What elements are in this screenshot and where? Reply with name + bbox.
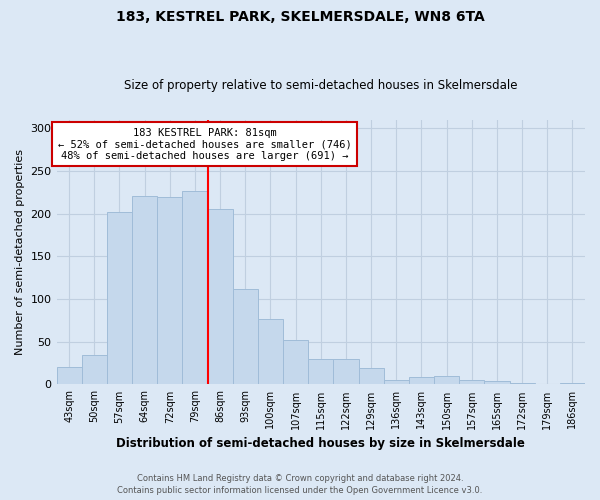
Title: Size of property relative to semi-detached houses in Skelmersdale: Size of property relative to semi-detach… [124, 79, 518, 92]
Bar [484, 381, 509, 384]
Bar [157, 198, 182, 384]
Bar [233, 288, 258, 384]
Text: 183, KESTREL PARK, SKELMERSDALE, WN8 6TA: 183, KESTREL PARK, SKELMERSDALE, WN8 6TA [116, 10, 484, 24]
Text: 183 KESTREL PARK: 81sqm
← 52% of semi-detached houses are smaller (746)
48% of s: 183 KESTREL PARK: 81sqm ← 52% of semi-de… [58, 128, 352, 160]
Bar [82, 356, 107, 384]
X-axis label: Distribution of semi-detached houses by size in Skelmersdale: Distribution of semi-detached houses by … [116, 437, 525, 450]
Bar [459, 380, 484, 384]
Bar [208, 210, 233, 384]
Bar [258, 320, 283, 384]
Bar [107, 212, 132, 384]
Bar [560, 382, 585, 384]
Bar [383, 380, 409, 384]
Bar [409, 376, 434, 384]
Y-axis label: Number of semi-detached properties: Number of semi-detached properties [15, 149, 25, 355]
Text: Contains HM Land Registry data © Crown copyright and database right 2024.
Contai: Contains HM Land Registry data © Crown c… [118, 474, 482, 495]
Bar [182, 192, 208, 384]
Bar [509, 382, 535, 384]
Bar [56, 368, 82, 384]
Bar [308, 359, 334, 384]
Bar [132, 196, 157, 384]
Bar [334, 359, 359, 384]
Bar [283, 340, 308, 384]
Bar [359, 368, 383, 384]
Bar [434, 376, 459, 384]
